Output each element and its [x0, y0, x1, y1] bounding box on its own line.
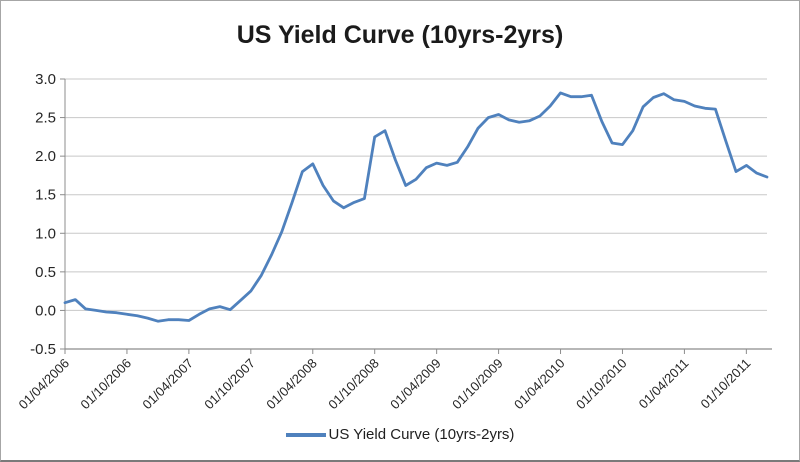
yield-curve-series — [63, 91, 769, 323]
y-tick-label: -0.5 — [30, 341, 56, 358]
x-tick-label: 01/10/2007 — [201, 356, 258, 413]
x-tick-label: 01/04/2011 — [636, 356, 692, 412]
legend: US Yield Curve (10yrs-2yrs) — [1, 426, 799, 443]
y-tick-label: 0.0 — [35, 302, 56, 319]
x-tick-label: 01/10/2011 — [698, 356, 754, 412]
y-tick-label: 3.0 — [35, 71, 56, 88]
x-tick-label: 01/04/2008 — [263, 356, 320, 413]
x-tick-label: 01/04/2006 — [15, 356, 72, 413]
legend-line-icon — [285, 432, 326, 437]
y-tick-label: 1.0 — [35, 225, 56, 242]
chart-title: US Yield Curve (10yrs-2yrs) — [236, 21, 564, 49]
y-tick-label: 2.0 — [35, 148, 56, 165]
x-tick-label: 01/04/2007 — [139, 356, 196, 413]
x-tick-label: 01/10/2010 — [573, 356, 630, 413]
x-tick-label: 01/10/2006 — [77, 356, 134, 413]
x-tick-label: 01/04/2010 — [511, 356, 568, 413]
y-tick-label: 0.5 — [35, 264, 56, 281]
y-tick-label: 1.5 — [35, 187, 56, 204]
x-tick-label: 01/10/2009 — [449, 356, 506, 413]
x-tick-label: 01/04/2009 — [387, 356, 444, 413]
legend-label: US Yield Curve (10yrs-2yrs) — [328, 426, 515, 443]
y-tick-label: 2.5 — [35, 110, 56, 127]
x-tick-label: 01/10/2008 — [325, 356, 382, 413]
